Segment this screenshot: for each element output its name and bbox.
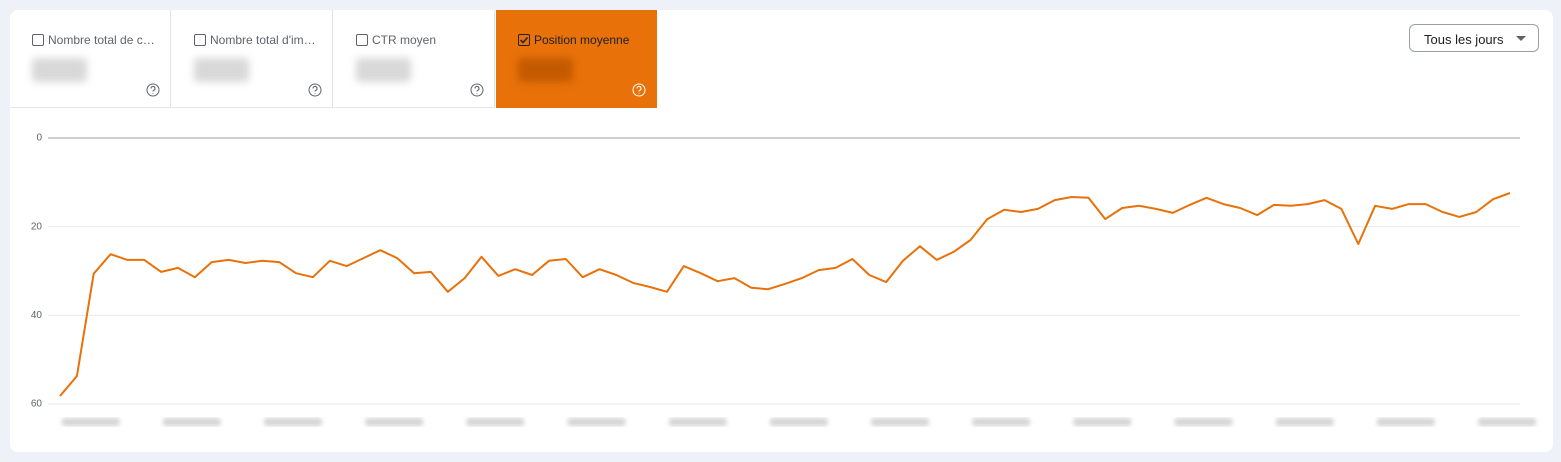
tab-label: Nombre total d'im…: [210, 33, 316, 47]
metric-tab[interactable]: Nombre total de c…: [10, 10, 171, 108]
blurred-x-label: [365, 418, 424, 426]
tab-label: CTR moyen: [372, 33, 437, 47]
help-icon[interactable]: [470, 83, 484, 97]
blurred-value: [356, 58, 411, 82]
y-tick-label: 40: [31, 310, 43, 321]
help-icon[interactable]: [146, 83, 160, 97]
blurred-value: [194, 58, 249, 82]
blurred-x-label: [1376, 418, 1435, 426]
blurred-x-label: [1073, 418, 1132, 426]
help-icon[interactable]: [308, 83, 322, 97]
metric-tab[interactable]: Nombre total d'im…: [172, 10, 333, 108]
dropdown-label: Tous les jours: [1424, 32, 1504, 47]
blurred-x-label: [466, 418, 525, 426]
y-tick-label: 20: [31, 221, 43, 232]
blurred-x-label: [972, 418, 1031, 426]
blurred-x-label: [567, 418, 626, 426]
blurred-x-label: [871, 418, 930, 426]
blurred-x-label: [61, 418, 120, 426]
data-line: [59, 192, 1511, 397]
tab-label: Nombre total de c…: [48, 33, 155, 47]
blurred-value: [518, 58, 573, 82]
dropdown-arrow: [1516, 36, 1526, 41]
y-tick-label: 0: [36, 133, 42, 144]
blurred-x-label: [162, 418, 221, 426]
blurred-x-label: [1478, 418, 1536, 426]
checkbox[interactable]: [194, 34, 206, 46]
blurred-x-label: [769, 418, 828, 426]
blurred-x-label: [1174, 418, 1233, 426]
performance-card: Nombre total de c… Nombre total d'im… CT…: [10, 10, 1553, 452]
y-tick-label: 60: [31, 399, 43, 410]
date-dropdown[interactable]: Tous les jours: [1409, 24, 1539, 52]
blurred-x-label: [264, 418, 323, 426]
tab-label: Position moyenne: [534, 33, 630, 47]
metric-tab[interactable]: CTR moyen: [334, 10, 495, 108]
blurred-x-label: [1275, 418, 1334, 426]
blurred-x-label: [668, 418, 727, 426]
blurred-value: [32, 58, 87, 82]
checkbox[interactable]: [32, 34, 44, 46]
checkbox[interactable]: [518, 34, 530, 46]
metric-tab[interactable]: Position moyenne: [496, 10, 657, 108]
checkbox[interactable]: [356, 34, 368, 46]
help-icon[interactable]: [632, 83, 646, 97]
